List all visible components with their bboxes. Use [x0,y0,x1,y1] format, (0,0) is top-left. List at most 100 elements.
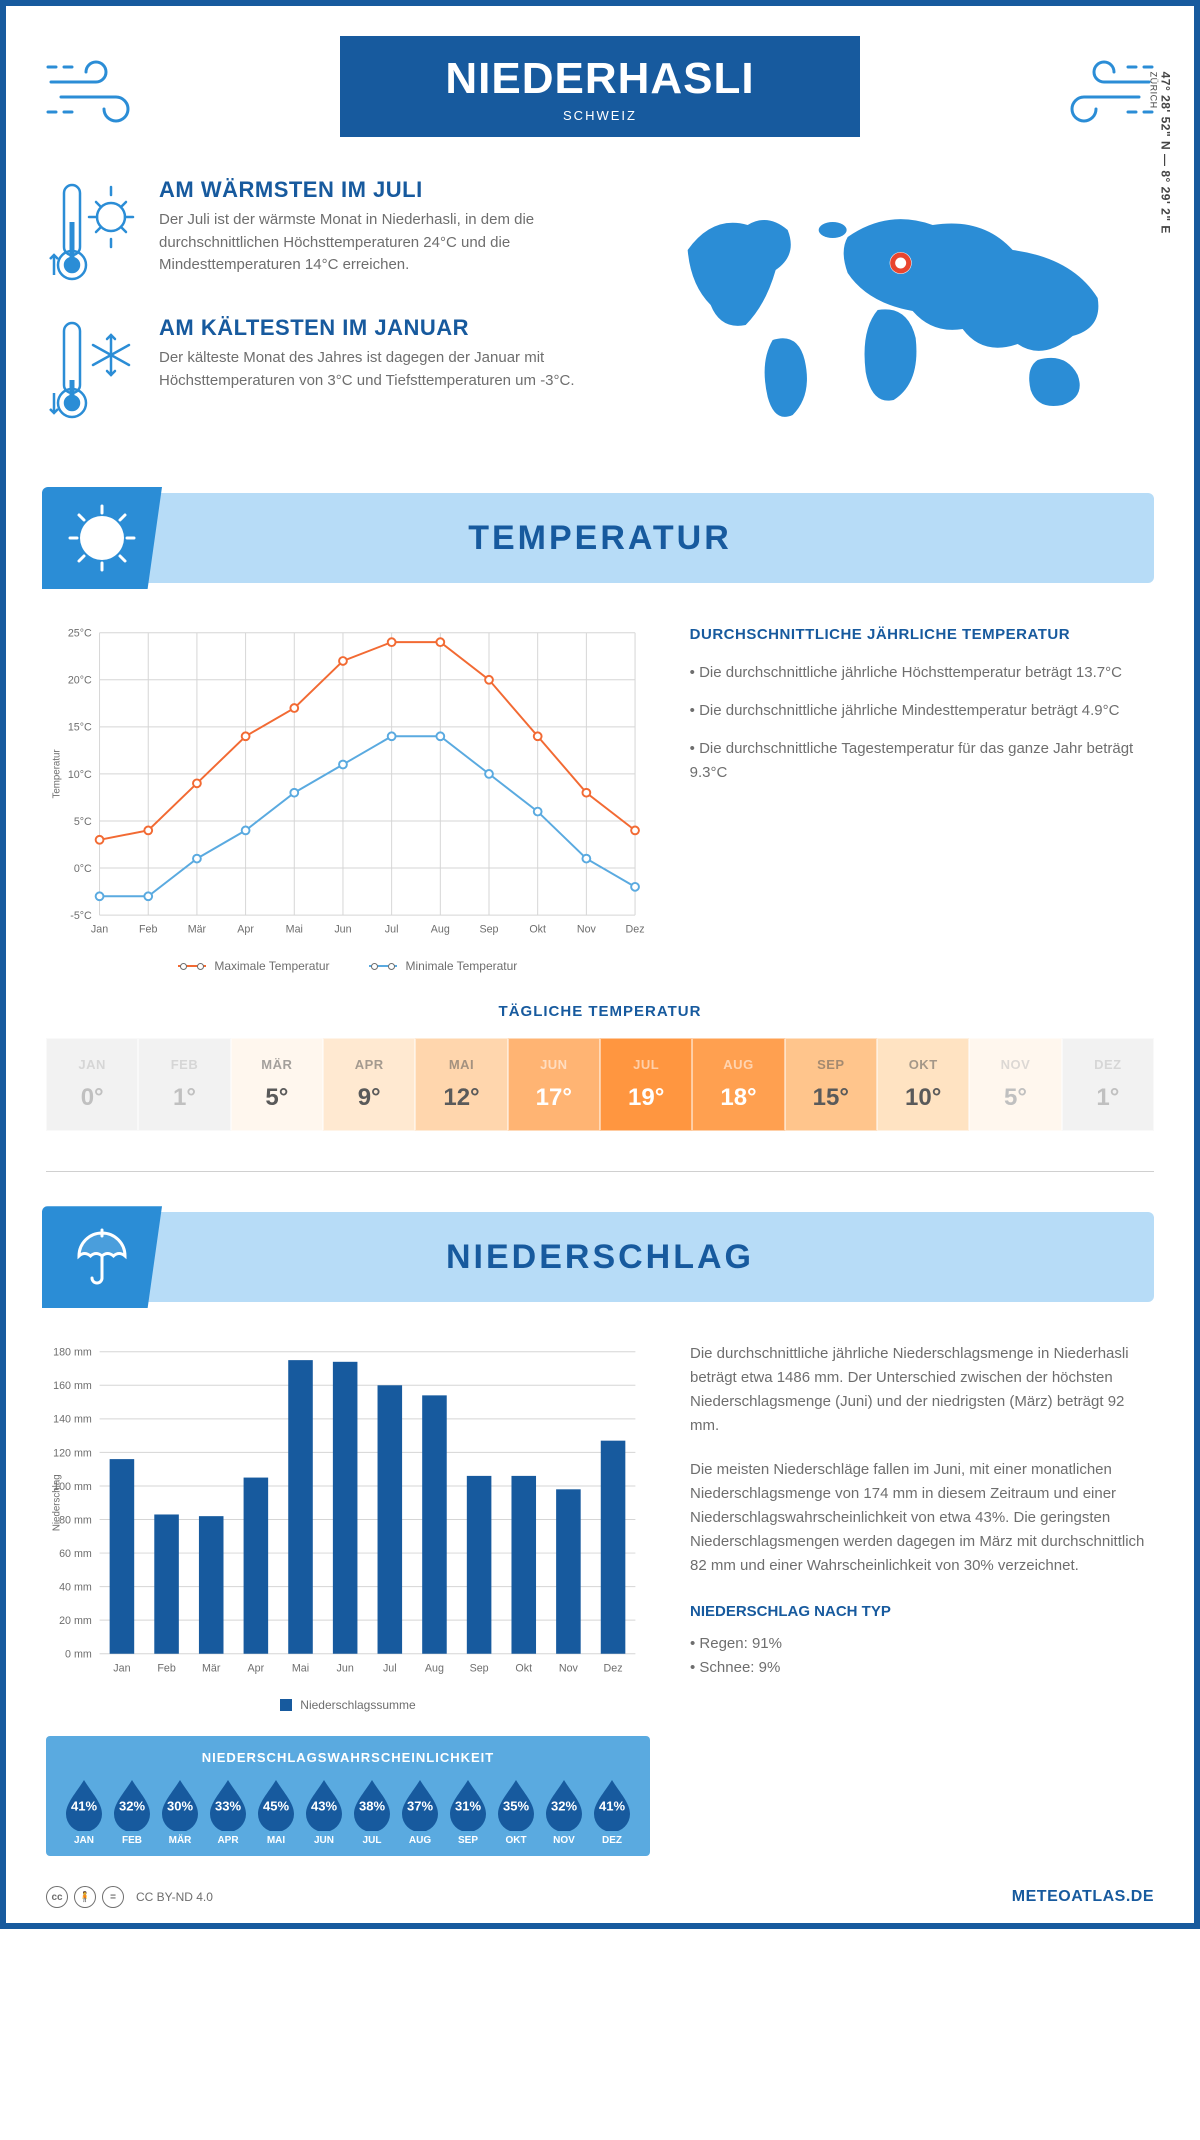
precip-para-1: Die durchschnittliche jährliche Niedersc… [690,1342,1154,1438]
nd-icon: = [102,1886,124,1908]
daily-cell: APR9° [323,1038,415,1131]
temp-bullet-3: • Die durchschnittliche Tagestemperatur … [690,737,1154,785]
temp-bullet-2: • Die durchschnittliche jährliche Mindes… [690,699,1154,723]
svg-text:Mär: Mär [202,1663,221,1675]
daily-cell: OKT10° [877,1038,969,1131]
coordinates: 47° 28' 52" N — 8° 29' 2" E ZÜRICH [1148,72,1172,234]
world-map [641,195,1154,435]
prob-drop: 35% OKT [494,1777,538,1846]
svg-text:60 mm: 60 mm [59,1548,92,1560]
precipitation-legend: Niederschlagssumme [46,1698,650,1712]
umbrella-icon [42,1206,162,1308]
prob-drop: 30% MÄR [158,1777,202,1846]
svg-text:Jun: Jun [337,1663,354,1675]
prob-drop: 31% SEP [446,1777,490,1846]
svg-text:Mai: Mai [286,924,303,936]
temperature-line-chart: -5°C0°C5°C10°C15°C20°C25°CJanFebMärAprMa… [46,623,650,944]
brand: METEOATLAS.DE [1012,1888,1154,1906]
precip-para-2: Die meisten Niederschläge fallen im Juni… [690,1458,1154,1578]
svg-text:Mai: Mai [292,1663,309,1675]
temperature-banner: TEMPERATUR [46,493,1154,583]
wind-icon-right [1044,47,1154,127]
temp-bullet-1: • Die durchschnittliche jährliche Höchst… [690,661,1154,685]
svg-text:Apr: Apr [248,1663,265,1675]
daily-cell: SEP15° [785,1038,877,1131]
precipitation-banner: NIEDERSCHLAG [46,1212,1154,1302]
svg-text:25°C: 25°C [68,628,92,640]
wind-icon-left [46,47,156,127]
prob-drop: 41% DEZ [590,1777,634,1846]
svg-text:80 mm: 80 mm [59,1515,92,1527]
thermometer-hot-icon [46,177,141,287]
daily-cell: JUN17° [508,1038,600,1131]
coldest-text: Der kälteste Monat des Jahres ist dagege… [159,347,611,392]
daily-temperature-grid: JAN0°FEB1°MÄR5°APR9°MAI12°JUN17°JUL19°AU… [46,1038,1154,1131]
svg-text:Sep: Sep [479,924,498,936]
thermometer-cold-icon [46,315,141,425]
svg-text:Dez: Dez [626,924,645,936]
city-title: NIEDERHASLI [420,54,780,104]
svg-text:120 mm: 120 mm [53,1448,92,1460]
svg-text:Jan: Jan [113,1663,130,1675]
svg-text:Okt: Okt [529,924,546,936]
precip-type-title: NIEDERSCHLAG NACH TYP [690,1600,1154,1624]
warmest-title: AM WÄRMSTEN IM JULI [159,177,611,203]
precipitation-bar-chart: 0 mm20 mm40 mm60 mm80 mm100 mm120 mm140 … [46,1342,650,1683]
daily-cell: DEZ1° [1062,1038,1154,1131]
svg-text:Aug: Aug [431,924,450,936]
svg-text:Feb: Feb [157,1663,175,1675]
prob-drop: 41% JAN [62,1777,106,1846]
probability-box: NIEDERSCHLAGSWAHRSCHEINLICHKEIT 41% JAN … [46,1736,650,1856]
footer: cc 🧍 = CC BY-ND 4.0 METEOATLAS.DE [46,1886,1154,1908]
prob-drop: 32% FEB [110,1777,154,1846]
svg-text:Jun: Jun [334,924,351,936]
svg-text:160 mm: 160 mm [53,1380,92,1392]
coldest-title: AM KÄLTESTEN IM JANUAR [159,315,611,341]
svg-text:40 mm: 40 mm [59,1582,92,1594]
prob-title: NIEDERSCHLAGSWAHRSCHEINLICHKEIT [62,1750,634,1765]
section-divider [46,1171,1154,1172]
probability-drops: 41% JAN 32% FEB 30% MÄR 33% APR 45% MAI … [62,1777,634,1846]
svg-text:20 mm: 20 mm [59,1615,92,1627]
svg-text:Nov: Nov [577,924,597,936]
svg-text:5°C: 5°C [74,816,92,828]
svg-text:-5°C: -5°C [70,910,92,922]
svg-text:Dez: Dez [604,1663,623,1675]
by-icon: 🧍 [74,1886,96,1908]
svg-text:Niederschlag: Niederschlag [52,1475,63,1532]
prob-drop: 43% JUN [302,1777,346,1846]
svg-text:Apr: Apr [237,924,254,936]
svg-text:Jan: Jan [91,924,108,936]
coldest-fact: AM KÄLTESTEN IM JANUAR Der kälteste Mona… [46,315,611,425]
sun-icon [42,487,162,589]
title-box: NIEDERHASLI SCHWEIZ [340,36,860,137]
svg-text:20°C: 20°C [68,675,92,687]
warmest-fact: AM WÄRMSTEN IM JULI Der Juli ist der wär… [46,177,611,287]
svg-text:0 mm: 0 mm [65,1649,92,1661]
svg-text:Mär: Mär [188,924,207,936]
svg-text:Okt: Okt [515,1663,532,1675]
temperature-heading: TEMPERATUR [176,519,1154,558]
svg-text:Jul: Jul [385,924,399,936]
daily-cell: MAI12° [415,1038,507,1131]
prob-drop: 32% NOV [542,1777,586,1846]
intro-row: AM WÄRMSTEN IM JULI Der Juli ist der wär… [46,177,1154,453]
header-banner: NIEDERHASLI SCHWEIZ [46,36,1154,137]
cc-icon: cc [46,1886,68,1908]
precip-type-1: • Regen: 91% [690,1632,1154,1656]
svg-text:Temperatur: Temperatur [52,749,63,799]
svg-text:Nov: Nov [559,1663,579,1675]
prob-drop: 45% MAI [254,1777,298,1846]
daily-cell: FEB1° [138,1038,230,1131]
prob-drop: 38% JUL [350,1777,394,1846]
prob-drop: 33% APR [206,1777,250,1846]
daily-temp-title: TÄGLICHE TEMPERATUR [46,1003,1154,1020]
svg-text:10°C: 10°C [68,769,92,781]
daily-cell: AUG18° [692,1038,784,1131]
country-subtitle: SCHWEIZ [420,108,780,123]
temp-side-title: DURCHSCHNITTLICHE JÄHRLICHE TEMPERATUR [690,623,1154,647]
daily-cell: JAN0° [46,1038,138,1131]
svg-text:140 mm: 140 mm [53,1414,92,1426]
precipitation-heading: NIEDERSCHLAG [176,1238,1154,1277]
svg-text:Aug: Aug [425,1663,444,1675]
